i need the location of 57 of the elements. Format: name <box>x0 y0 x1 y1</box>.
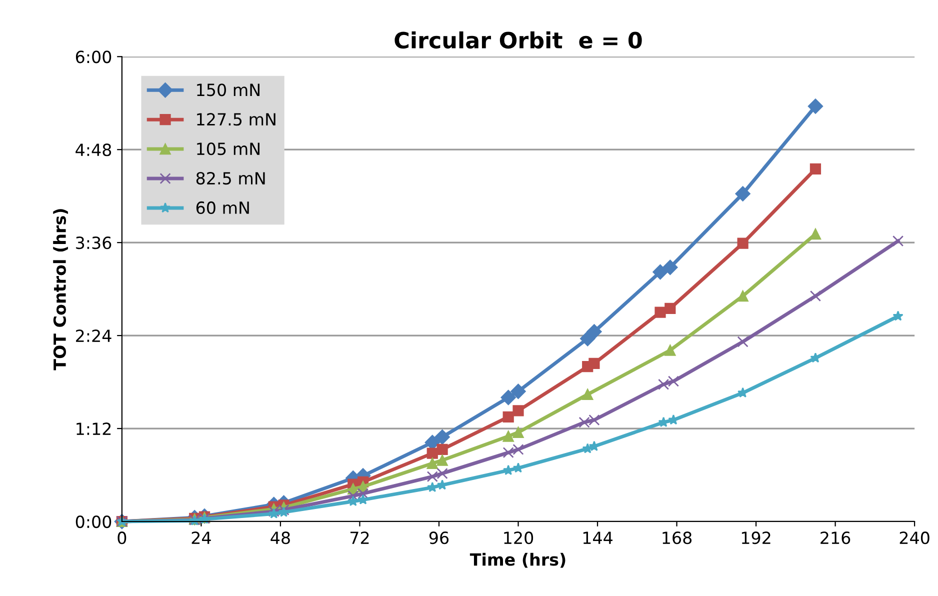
point <box>737 336 748 348</box>
x-tick-label: 240 <box>900 532 930 544</box>
x-tick-label: 72 <box>350 532 369 544</box>
y-tick-label: 4:48 <box>76 144 112 156</box>
x-tick-label: 120 <box>504 532 534 544</box>
point <box>808 98 824 114</box>
point <box>512 405 524 416</box>
x-tick-label: 144 <box>583 532 612 544</box>
x-tick-label: 192 <box>742 532 770 544</box>
point <box>582 443 593 454</box>
point <box>348 496 358 506</box>
legend-label: 150 mN <box>197 84 260 96</box>
point <box>436 444 448 455</box>
x-tick-label: 168 <box>662 532 692 544</box>
point <box>510 384 526 399</box>
point <box>654 306 666 318</box>
point <box>512 426 524 438</box>
point <box>436 454 448 466</box>
legend-label: 60 mN <box>196 201 249 214</box>
y-tick-label: 6:00 <box>76 50 112 64</box>
point <box>892 235 904 247</box>
point <box>502 430 514 442</box>
x-tick-label: 24 <box>192 532 211 544</box>
point <box>810 290 822 302</box>
point <box>502 411 514 422</box>
point <box>662 260 678 275</box>
legend-label: 105 mN <box>197 142 260 156</box>
point <box>737 238 748 249</box>
point <box>652 264 668 280</box>
point <box>737 290 748 302</box>
chart-title: Circular Orbit e = 0 <box>394 31 642 49</box>
y-axis-title: TOT Control (hrs) <box>53 209 68 370</box>
x-tick-label: 0 <box>118 532 126 544</box>
legend-label: 127.5 mN <box>197 113 276 126</box>
y-tick-label: 3:36 <box>76 236 112 250</box>
point <box>500 390 516 406</box>
point <box>582 388 594 400</box>
point <box>892 310 904 321</box>
point <box>810 163 822 175</box>
point <box>664 344 676 356</box>
point <box>586 324 602 340</box>
point <box>810 352 821 363</box>
y-tick-label: 2:24 <box>76 330 112 342</box>
point <box>426 458 438 469</box>
x-axis-title: Time (hrs) <box>470 552 566 568</box>
x-tick-label: 216 <box>820 532 850 544</box>
point <box>738 387 748 398</box>
point <box>664 302 676 314</box>
x-tick-label: 48 <box>270 532 290 544</box>
point <box>588 358 600 369</box>
y-tick-label: 1:12 <box>76 422 111 435</box>
point <box>810 228 822 240</box>
x-tick-label: 96 <box>429 532 449 544</box>
point <box>434 429 450 445</box>
point <box>735 186 750 202</box>
legend-label: 82.5 mN <box>196 172 265 185</box>
y-tick-label: 0:00 <box>76 515 112 528</box>
